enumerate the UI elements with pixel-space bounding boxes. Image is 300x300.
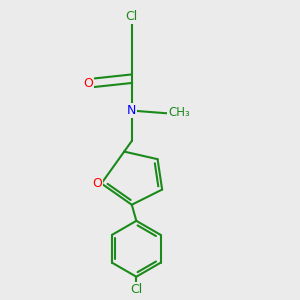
Text: Cl: Cl bbox=[130, 283, 142, 296]
Text: N: N bbox=[127, 104, 136, 117]
Text: O: O bbox=[83, 77, 93, 90]
Text: O: O bbox=[92, 177, 102, 190]
Text: Cl: Cl bbox=[126, 10, 138, 23]
Text: CH₃: CH₃ bbox=[168, 106, 190, 118]
